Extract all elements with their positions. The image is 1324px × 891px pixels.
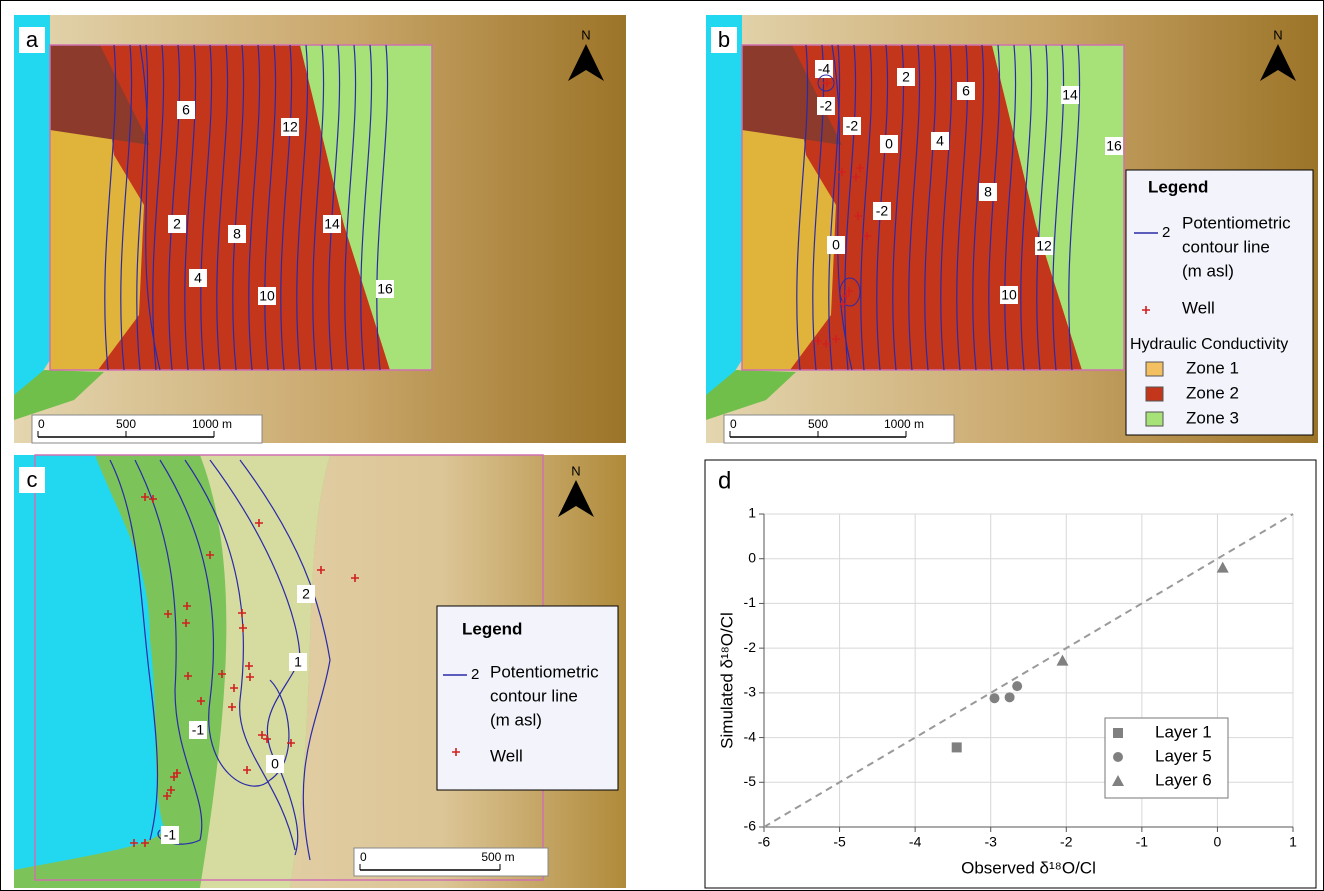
label: 4 (936, 133, 944, 149)
label: 0 (885, 136, 893, 152)
y-axis-label: Simulated δ¹⁸O/Cl (717, 612, 736, 749)
legend-marker (1113, 752, 1123, 762)
legend-label: Layer 5 (1155, 746, 1212, 765)
legend-zone-swatch (1146, 362, 1163, 376)
x-axis-label: Observed δ¹⁸O/Cl (961, 858, 1096, 877)
x-tick-label: -5 (833, 834, 846, 850)
label: c (27, 467, 38, 492)
label: -1 (192, 722, 205, 738)
label: 8 (984, 184, 992, 200)
label: 1000 m (192, 417, 232, 431)
y-tick-label: -1 (744, 594, 757, 610)
legend-zone-swatch (1146, 387, 1163, 401)
label: Zone 1 (1186, 358, 1239, 377)
label: Legend (1148, 177, 1208, 196)
y-tick-label: -3 (744, 684, 757, 700)
label: 500 (808, 417, 828, 431)
label: (m asl) (490, 710, 542, 729)
label: 16 (1106, 138, 1122, 154)
point (1005, 692, 1015, 702)
label: 0 (730, 417, 737, 431)
label: 10 (259, 288, 275, 304)
x-tick-label: -4 (909, 834, 922, 850)
label: a (26, 27, 39, 52)
label: Hydraulic Conductivity (1130, 336, 1288, 353)
y-tick-label: 0 (748, 549, 756, 565)
y-tick-label: 1 (748, 505, 756, 521)
x-tick-label: 1 (1289, 834, 1297, 850)
map-panel-a: 6 12 2 8 14 4 10 16 a N 0 500 1000 m (14, 15, 626, 443)
point (1012, 681, 1022, 691)
legend-b: Legend 2 Potentiometric contour line (m asl)… (1126, 170, 1313, 435)
label: N (581, 27, 590, 42)
label: -4 (818, 61, 831, 77)
label: 500 (116, 417, 136, 431)
y-tick-label: -6 (744, 818, 757, 834)
legend-marker (1113, 728, 1123, 738)
x-tick-label: 0 (1214, 834, 1222, 850)
label: Well (1182, 298, 1215, 317)
label: -1 (164, 827, 177, 843)
x-tick-label: -3 (984, 834, 997, 850)
label: 2 (471, 666, 479, 683)
label: 14 (1062, 87, 1078, 103)
label: 4 (194, 270, 202, 286)
label: d (718, 467, 731, 494)
scale-box (354, 848, 548, 876)
label: 1000 m (884, 417, 924, 431)
label: -2 (876, 203, 889, 219)
label: 0 (38, 417, 45, 431)
chart-box (705, 460, 1316, 888)
label: 1 (294, 654, 302, 670)
label: 0 (360, 850, 367, 864)
label: -2 (820, 98, 833, 114)
label: (m asl) (1182, 261, 1234, 280)
chart-panel: d -6 -5 -4 -3 -2 -1 0 1 -6 -5 -4 -3 -2 -1 0 1 Observed δ¹… (705, 460, 1316, 888)
point (989, 693, 999, 703)
label: 500 m (481, 850, 514, 864)
legend-label: Layer 1 (1155, 722, 1212, 741)
label: -2 (846, 118, 859, 134)
label: 2 (173, 216, 181, 232)
figure: 612281441016aN05001000 m-42614-2-204168-… (0, 0, 1324, 891)
x-tick-label: -1 (1136, 834, 1149, 850)
label: contour line (1182, 237, 1270, 256)
sea (706, 15, 742, 395)
label: 6 (182, 102, 190, 118)
label: N (571, 463, 580, 478)
label: N (1273, 27, 1282, 42)
label: 2 (1162, 224, 1170, 241)
label: Well (490, 746, 523, 765)
y-tick-label: -2 (744, 639, 757, 655)
label: 12 (282, 119, 298, 135)
label: 0 (271, 756, 279, 772)
legend-label: Layer 6 (1155, 770, 1212, 789)
label: 2 (302, 586, 310, 602)
legend-c: Legend 2 Potentiometric contour line (m asl)… (437, 606, 618, 790)
label: Zone 3 (1186, 408, 1239, 427)
y-tick-label: -5 (744, 773, 757, 789)
label: Zone 2 (1186, 383, 1239, 402)
legend-zone-swatch (1146, 412, 1163, 426)
x-tick-label: -2 (1060, 834, 1073, 850)
label: Potentiometric (1182, 213, 1291, 232)
label: 10 (1001, 287, 1017, 303)
label: 16 (377, 281, 393, 297)
label: 14 (324, 216, 340, 232)
label: 12 (1036, 238, 1052, 254)
label: 0 (832, 237, 840, 253)
x-tick-label: -6 (758, 834, 771, 850)
label: 2 (902, 69, 910, 85)
label: Legend (462, 619, 522, 638)
label: Potentiometric (490, 662, 599, 681)
label: 8 (233, 226, 241, 242)
label: contour line (490, 686, 578, 705)
point (952, 742, 962, 752)
label: b (718, 27, 730, 52)
label: 6 (962, 83, 970, 99)
sea (14, 15, 50, 395)
y-tick-label: -4 (744, 728, 757, 744)
